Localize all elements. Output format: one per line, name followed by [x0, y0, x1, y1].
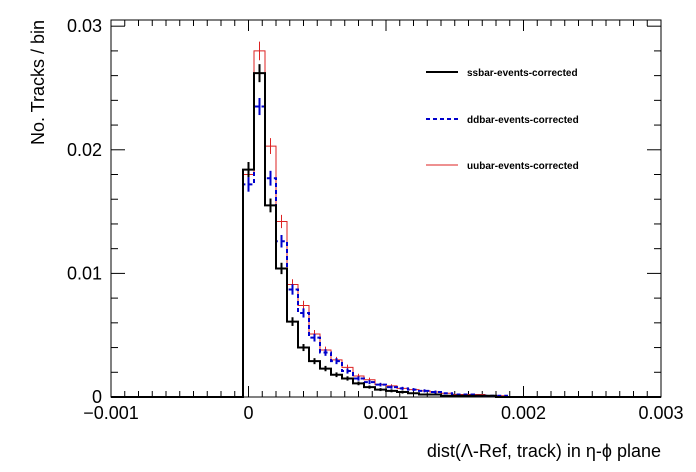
y-tick-labels: 0 0.01 0.02 0.03	[67, 16, 102, 407]
legend-entry: ssbar-events-corrected	[467, 68, 578, 79]
y-tick-label: 0.02	[67, 140, 102, 160]
x-tick-label: 0.001	[363, 403, 408, 423]
legend-entry: uubar-events-corrected	[467, 161, 579, 172]
histogram-line	[111, 50, 661, 398]
legend: ssbar-events-corrected ddbar-events-corre…	[426, 68, 579, 172]
series-layer	[111, 41, 661, 398]
y-tick-label: 0.03	[67, 16, 102, 36]
x-tick-label: −0.001	[83, 403, 139, 423]
y-axis-label: No. Tracks / bin	[28, 20, 48, 145]
series-ddbar-events-corrected	[111, 97, 661, 398]
series-ssbar-events-corrected	[111, 64, 661, 398]
x-tick-label: 0.002	[501, 403, 546, 423]
y-tick-label: 0	[92, 387, 102, 407]
histogram-line	[111, 72, 661, 398]
x-tick-labels: −0.001 0 0.001 0.002 0.003	[83, 403, 683, 423]
x-tick-label: 0.003	[638, 403, 683, 423]
x-axis-label: dist(Λ-Ref, track) in η-ϕ plane	[427, 441, 661, 461]
axis-ticks	[110, 20, 662, 398]
x-tick-label: 0	[243, 403, 253, 423]
series-uubar-events-corrected	[111, 41, 661, 398]
plot-frame	[110, 19, 662, 398]
y-tick-label: 0.01	[67, 263, 102, 283]
legend-entry: ddbar-events-corrected	[467, 115, 579, 126]
histogram-line	[111, 105, 661, 398]
